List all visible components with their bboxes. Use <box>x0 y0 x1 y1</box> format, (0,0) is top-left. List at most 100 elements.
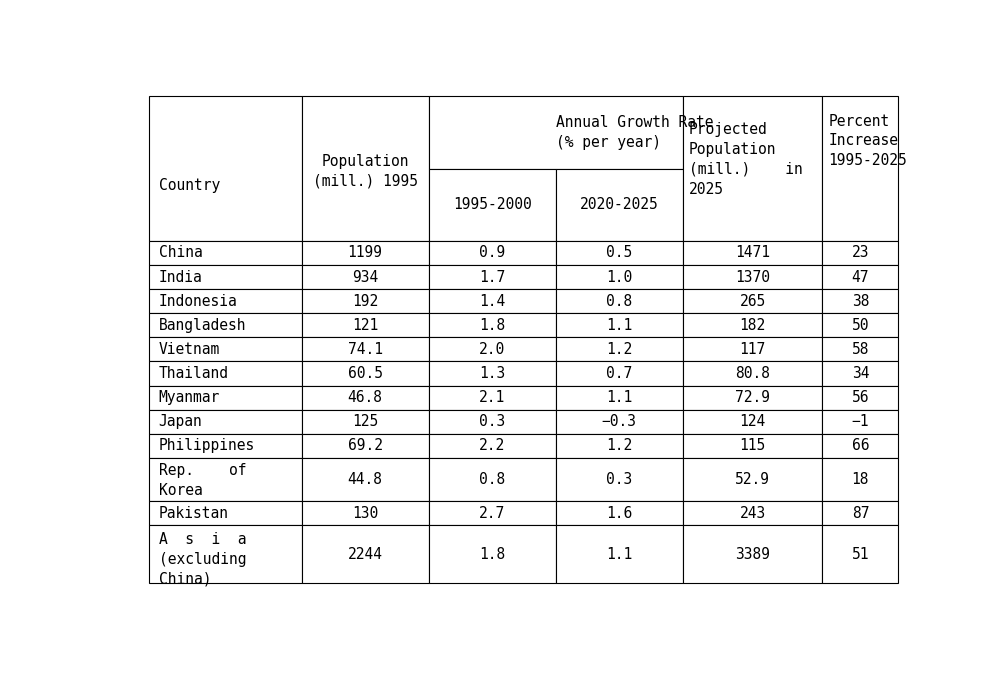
Bar <box>556 337 683 361</box>
Text: 1.1: 1.1 <box>606 318 632 332</box>
Text: 38: 38 <box>852 293 869 309</box>
Bar <box>149 361 302 386</box>
Bar <box>556 289 683 313</box>
Bar <box>823 96 898 241</box>
Text: −0.3: −0.3 <box>601 414 636 429</box>
Text: 1.7: 1.7 <box>479 270 506 285</box>
Text: 2020-2025: 2020-2025 <box>580 197 659 212</box>
Text: 243: 243 <box>739 505 765 520</box>
Text: 182: 182 <box>739 318 765 332</box>
Bar <box>149 410 302 433</box>
Bar <box>823 337 898 361</box>
Text: 34: 34 <box>852 366 869 381</box>
Bar <box>823 525 898 583</box>
Text: 1.1: 1.1 <box>606 390 632 405</box>
Bar <box>823 501 898 525</box>
Text: Pakistan: Pakistan <box>159 505 229 520</box>
Bar <box>556 525 683 583</box>
Text: Rep.    of
Korea: Rep. of Korea <box>159 463 246 498</box>
Bar <box>302 337 429 361</box>
Bar <box>429 169 556 241</box>
Text: 72.9: 72.9 <box>735 390 770 405</box>
Text: 130: 130 <box>352 505 379 520</box>
Text: 0.3: 0.3 <box>479 414 506 429</box>
Text: 1.6: 1.6 <box>606 505 632 520</box>
Text: Percent
Increase
1995-2025: Percent Increase 1995-2025 <box>829 114 907 168</box>
Text: 2.2: 2.2 <box>479 438 506 454</box>
Bar <box>149 96 302 241</box>
Text: −1: −1 <box>852 414 869 429</box>
Text: 50: 50 <box>852 318 869 332</box>
Text: 1199: 1199 <box>347 246 383 260</box>
Bar <box>149 458 302 501</box>
Text: 0.5: 0.5 <box>606 246 632 260</box>
Bar <box>429 265 556 289</box>
Bar <box>429 313 556 337</box>
Bar <box>683 265 823 289</box>
Bar <box>429 386 556 410</box>
Bar <box>683 289 823 313</box>
Bar <box>683 458 823 501</box>
Text: 80.8: 80.8 <box>735 366 770 381</box>
Text: 117: 117 <box>739 342 765 357</box>
Bar <box>823 433 898 458</box>
Bar <box>429 410 556 433</box>
Text: 60.5: 60.5 <box>347 366 383 381</box>
Text: 56: 56 <box>852 390 869 405</box>
Bar <box>823 265 898 289</box>
Bar <box>302 433 429 458</box>
Bar <box>302 458 429 501</box>
Bar <box>556 265 683 289</box>
Text: 1370: 1370 <box>735 270 770 285</box>
Text: 1.4: 1.4 <box>479 293 506 309</box>
Bar <box>149 313 302 337</box>
Text: Vietnam: Vietnam <box>159 342 220 357</box>
Text: 51: 51 <box>852 546 869 562</box>
Text: 1471: 1471 <box>735 246 770 260</box>
Text: 46.8: 46.8 <box>347 390 383 405</box>
Text: 0.8: 0.8 <box>606 293 632 309</box>
Text: 0.3: 0.3 <box>606 472 632 487</box>
Text: 47: 47 <box>852 270 869 285</box>
Bar <box>429 289 556 313</box>
Bar <box>823 361 898 386</box>
Bar <box>556 313 683 337</box>
Bar <box>556 458 683 501</box>
Text: 87: 87 <box>852 505 869 520</box>
Text: Annual Growth Rate
(% per year): Annual Growth Rate (% per year) <box>556 115 713 150</box>
Text: 1.1: 1.1 <box>606 546 632 562</box>
Bar <box>149 433 302 458</box>
Text: 1.0: 1.0 <box>606 270 632 285</box>
Text: 1.3: 1.3 <box>479 366 506 381</box>
Bar <box>302 289 429 313</box>
Bar <box>302 501 429 525</box>
Bar <box>429 525 556 583</box>
Bar <box>683 361 823 386</box>
Bar <box>302 96 429 241</box>
Text: 1.2: 1.2 <box>606 342 632 357</box>
Bar <box>683 313 823 337</box>
Bar <box>556 169 683 241</box>
Bar <box>683 410 823 433</box>
Bar <box>302 525 429 583</box>
Bar <box>302 386 429 410</box>
Bar <box>823 386 898 410</box>
Text: 2.1: 2.1 <box>479 390 506 405</box>
Text: Country: Country <box>159 178 220 193</box>
Bar <box>302 410 429 433</box>
Bar <box>683 241 823 265</box>
Text: A  s  i  a
(excluding
China): A s i a (excluding China) <box>159 532 246 587</box>
Bar <box>302 313 429 337</box>
Bar <box>683 525 823 583</box>
Bar <box>556 361 683 386</box>
Text: 74.1: 74.1 <box>347 342 383 357</box>
Text: Thailand: Thailand <box>159 366 229 381</box>
Bar <box>823 410 898 433</box>
Text: 0.7: 0.7 <box>606 366 632 381</box>
Text: 115: 115 <box>739 438 765 454</box>
Bar <box>429 241 556 265</box>
Bar <box>302 361 429 386</box>
Text: Bangladesh: Bangladesh <box>159 318 246 332</box>
Bar <box>823 241 898 265</box>
Bar <box>683 337 823 361</box>
